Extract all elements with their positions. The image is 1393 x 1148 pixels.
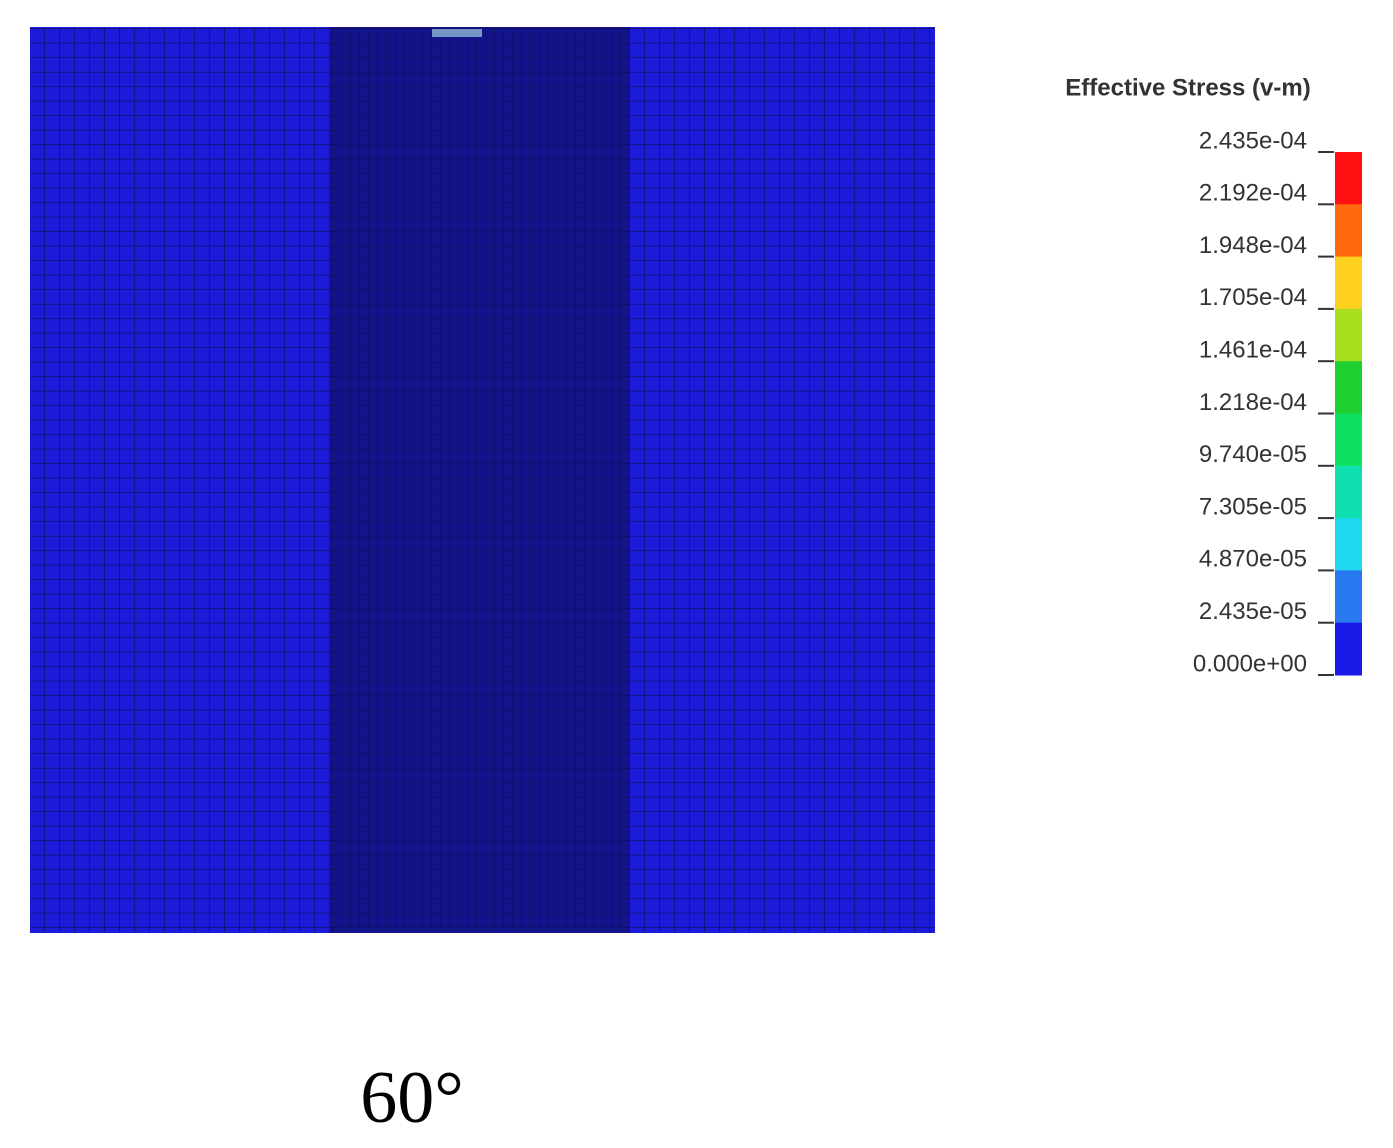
color-band (1335, 413, 1362, 467)
color-band (1335, 465, 1362, 519)
caption: 60° (360, 1057, 464, 1139)
legend: 2.435e-04 2.192e-04 1.948e-04 1.705e-04 1.46… (1193, 127, 1362, 677)
legend-label: 1.218e-04 (1199, 389, 1307, 416)
legend-label: 1.461e-04 (1199, 337, 1307, 364)
legend-label: 4.870e-05 (1199, 546, 1307, 573)
legend-label: 0.000e+00 (1193, 650, 1307, 677)
mesh-core (330, 27, 630, 933)
color-band (1335, 152, 1362, 205)
legend-label: 1.705e-04 (1199, 284, 1307, 311)
legend-title: Effective Stress (v-m) (1065, 74, 1310, 101)
legend-label: 7.305e-05 (1199, 493, 1307, 520)
legend-label: 2.435e-05 (1199, 598, 1307, 625)
mesh (30, 27, 935, 933)
color-band (1335, 308, 1362, 362)
color-band (1335, 622, 1362, 676)
legend-label: 2.192e-04 (1199, 180, 1307, 207)
legend-label: 1.948e-04 (1199, 232, 1307, 259)
color-band (1335, 204, 1362, 258)
color-band (1335, 570, 1362, 624)
legend-label: 9.740e-05 (1199, 441, 1307, 468)
color-band (1335, 518, 1362, 571)
color-band (1335, 256, 1362, 310)
color-band (1335, 361, 1362, 414)
legend-label: 2.435e-04 (1199, 127, 1307, 154)
stress-spot (432, 29, 482, 37)
